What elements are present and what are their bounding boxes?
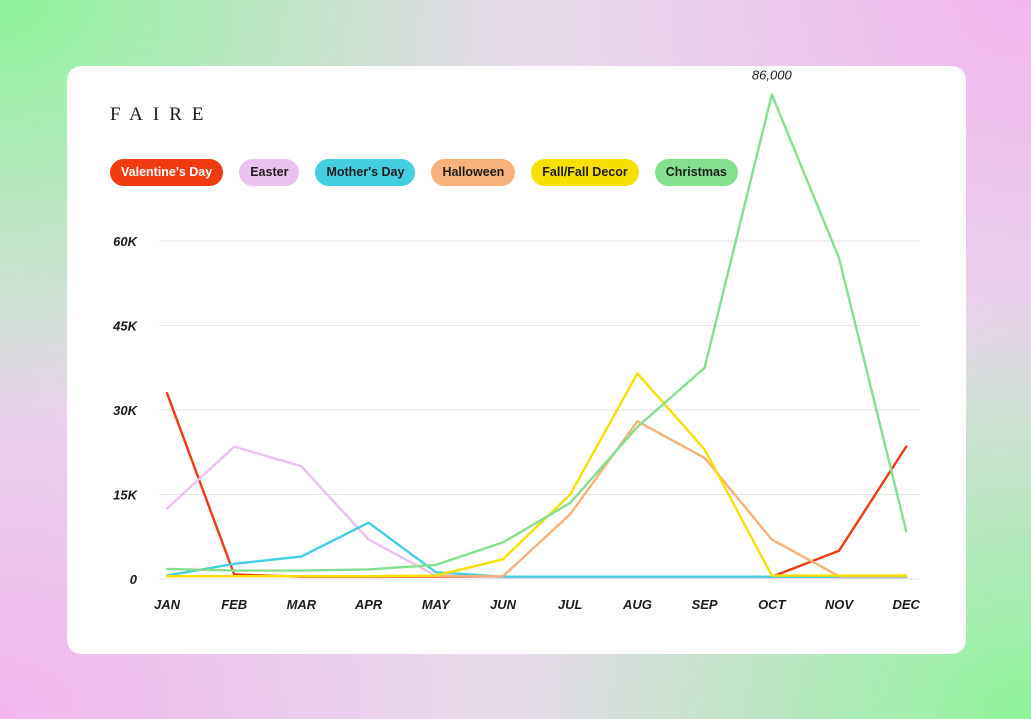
legend-item-valentine-s-day: Valentine's Day (110, 159, 224, 186)
chart-legend: Valentine's Day Easter Mother's Day Hallowe… (110, 159, 738, 186)
x-tick-label-feb: FEB (221, 597, 247, 612)
y-tick-label: 15K (113, 488, 138, 503)
legend-item-mother-s-day: Mother's Day (315, 159, 416, 186)
x-tick-label-jul: JUL (558, 597, 583, 612)
x-tick-label-aug: AUG (622, 597, 652, 612)
y-tick-label: 0 (130, 572, 138, 587)
legend-item-fall-fall-decor: Fall/Fall Decor (531, 159, 639, 186)
x-tick-label-sep: SEP (692, 597, 718, 612)
x-tick-label-mar: MAR (287, 597, 317, 612)
legend-item-easter: Easter (239, 159, 300, 186)
x-tick-label-jun: JUN (490, 597, 517, 612)
x-tick-label-apr: APR (354, 597, 383, 612)
legend-item-christmas: Christmas (654, 159, 738, 186)
y-tick-label: 45K (112, 319, 138, 334)
series-line-christmas (165, 93, 908, 572)
peak-annotation: 86,000 (752, 68, 793, 83)
chart-card: FAIRE Valentine's Day Easter Mother's Day H… (67, 66, 966, 654)
x-tick-label-oct: OCT (758, 597, 787, 612)
x-tick-label-jan: JAN (154, 597, 181, 612)
series-line-fall-fall-decor (165, 372, 908, 578)
y-tick-label: 60K (113, 234, 138, 249)
series-line-valentine-s-day (165, 391, 908, 578)
line-chart: 0 15K 30K 45K 60K JAN FEB MAR APR MAY JUN JUL AUG SEP… (112, 68, 920, 612)
x-tick-label-may: MAY (422, 597, 451, 612)
series-line-halloween (165, 420, 908, 578)
brand-logo: FAIRE (110, 104, 214, 125)
x-tick-label-dec: DEC (892, 597, 920, 612)
y-tick-label: 30K (113, 403, 138, 418)
series-line-easter (165, 445, 908, 579)
x-tick-label-nov: NOV (825, 597, 855, 612)
legend-item-halloween: Halloween (431, 159, 516, 186)
